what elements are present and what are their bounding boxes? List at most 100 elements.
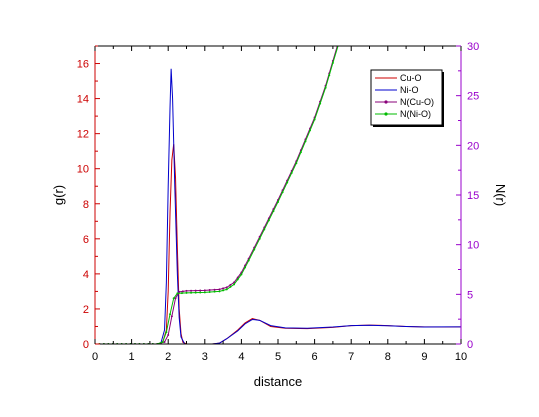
series-marker-n-ni-o [319, 102, 322, 105]
y-right-tick-label: 25 [467, 91, 479, 103]
series-marker-n-ni-o [267, 219, 270, 222]
series-marker-n-cu-o [225, 286, 228, 289]
series-marker-n-cu-o [208, 289, 211, 292]
legend-label: N(Cu-O) [400, 97, 434, 107]
legend-label: Cu-O [400, 73, 422, 83]
legend: Cu-O Ni-O N(Cu-O) N(Ni-O) [370, 69, 444, 127]
x-tick-label: 1 [129, 351, 135, 363]
series-marker-n-ni-o [299, 151, 302, 154]
series-marker-n-ni-o [331, 61, 334, 64]
x-tick-label: 9 [421, 351, 427, 363]
series-marker-n-ni-o [272, 210, 275, 213]
series-marker-n-ni-o [203, 291, 206, 294]
series-line-cu-o [95, 144, 461, 344]
series-marker-n-cu-o [199, 289, 202, 292]
plot-area [95, 46, 461, 344]
x-tick-label: 8 [385, 351, 391, 363]
y-left-tick-label: 14 [77, 94, 89, 106]
series-marker-n-cu-o [170, 315, 173, 318]
series-marker-n-ni-o [208, 291, 211, 294]
series-marker-n-ni-o [244, 266, 247, 269]
series-marker-n-ni-o [172, 297, 175, 300]
series-marker-n-cu-o [185, 289, 188, 292]
series-marker-n-ni-o [199, 291, 202, 294]
series-marker-n-ni-o [277, 200, 279, 203]
series-marker-n-ni-o [222, 289, 225, 292]
series-marker-n-cu-o [194, 289, 197, 292]
legend-label: Ni-O [400, 85, 419, 95]
series-marker-n-ni-o [328, 74, 331, 77]
y-right-tick-label: 10 [467, 240, 479, 252]
series-marker-n-ni-o [240, 273, 243, 276]
series-marker-n-cu-o [174, 297, 177, 300]
series-marker-n-ni-o [165, 331, 168, 334]
series-marker-n-ni-o [313, 118, 316, 121]
series-marker-n-cu-o [203, 289, 206, 292]
y-right-tick-label: 0 [467, 339, 473, 351]
x-tick-label: 4 [238, 351, 244, 363]
y-left-tick-label: 2 [83, 304, 89, 316]
series-marker-n-ni-o [253, 248, 256, 251]
x-tick-label: 2 [165, 351, 171, 363]
x-tick-label: 3 [202, 351, 208, 363]
series-marker-n-ni-o [185, 291, 188, 294]
series-marker-n-cu-o [222, 287, 225, 290]
series-marker-n-ni-o [295, 162, 298, 165]
series-marker-n-cu-o [178, 290, 181, 293]
y-left-axis-title: g(r) [51, 185, 66, 205]
series-marker-n-ni-o [258, 237, 261, 240]
y-left-tick-label: 4 [83, 269, 89, 281]
series-line-ni-o [95, 68, 461, 344]
y-left-tick-label: 8 [83, 199, 89, 211]
series-marker-n-ni-o [263, 228, 266, 231]
series-marker-n-ni-o [218, 290, 221, 293]
series-marker-n-ni-o [190, 291, 193, 294]
series-marker-n-ni-o [161, 341, 164, 344]
series-line-n-cu-o [95, 46, 338, 344]
series-marker-n-cu-o [229, 283, 232, 286]
series-marker-n-cu-o [163, 341, 166, 344]
x-tick-label: 0 [92, 351, 98, 363]
series-marker-n-cu-o [190, 289, 193, 292]
series-marker-n-ni-o [213, 290, 216, 293]
x-tick-label: 6 [312, 351, 318, 363]
y-right-tick-label: 30 [467, 41, 479, 53]
series-marker-n-cu-o [181, 290, 184, 293]
y-right-axis-title: N(r) [493, 184, 508, 206]
series-marker-n-ni-o [180, 292, 183, 295]
series-line-n-ni-o [95, 46, 339, 344]
series-marker-n-ni-o [281, 191, 284, 194]
axes: 0 1 2 3 4 5 6 7 8 9 100246810121416051015202530dis… [51, 41, 508, 389]
series-marker-n-ni-o [194, 291, 197, 294]
legend-label: N(Ni-O) [400, 109, 431, 119]
x-tick-label: 10 [455, 351, 467, 363]
y-left-tick-label: 12 [77, 129, 89, 141]
y-right-tick-label: 20 [467, 140, 479, 152]
y-left-tick-label: 0 [83, 339, 89, 351]
series-marker-n-cu-o [213, 288, 216, 291]
y-right-tick-label: 5 [467, 289, 473, 301]
series-marker-n-cu-o [218, 288, 221, 291]
series-marker-n-ni-o [229, 285, 232, 288]
series-marker-n-ni-o [233, 283, 236, 286]
y-left-tick-label: 10 [77, 164, 89, 176]
series-marker-n-ni-o [309, 129, 312, 132]
x-tick-label: 5 [275, 351, 281, 363]
series-marker-n-ni-o [304, 140, 307, 143]
series-marker-n-ni-o [225, 288, 228, 291]
series-marker-n-ni-o [324, 86, 327, 89]
y-left-tick-label: 6 [83, 234, 89, 246]
legend-marker [384, 100, 388, 104]
series-marker-n-cu-o [167, 334, 170, 337]
series-marker-n-ni-o [236, 278, 239, 281]
series-marker-n-ni-o [176, 292, 179, 295]
y-right-tick-label: 15 [467, 190, 479, 202]
legend-marker [384, 112, 388, 116]
series-marker-n-ni-o [290, 171, 293, 174]
x-tick-label: 7 [348, 351, 354, 363]
legend-box [370, 69, 443, 126]
series-marker-n-ni-o [247, 259, 250, 262]
series-marker-n-ni-o [169, 313, 172, 316]
y-left-tick-label: 16 [77, 59, 89, 71]
